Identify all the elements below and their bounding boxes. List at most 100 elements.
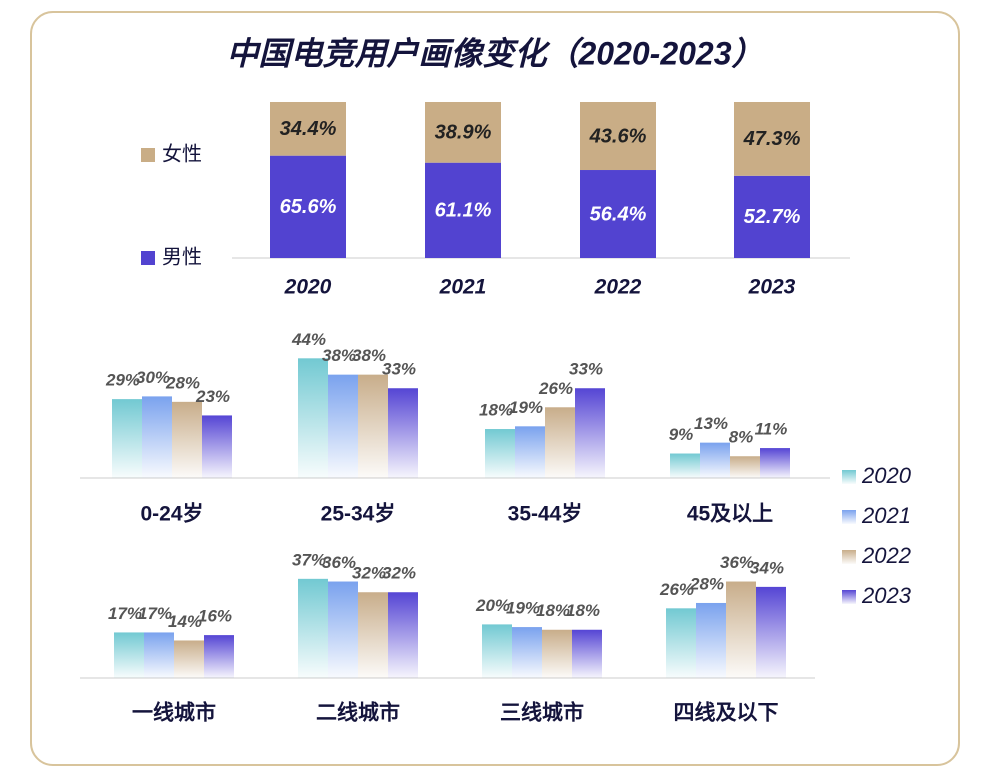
bar	[112, 399, 142, 478]
value-label: 65.6%	[280, 196, 337, 218]
bar	[358, 592, 388, 678]
value-label: 36%	[720, 553, 754, 572]
bar-segment	[425, 162, 501, 258]
bar	[174, 640, 204, 678]
bar-segment	[425, 102, 501, 163]
x-tick-label: 2022	[594, 276, 642, 299]
legend-label: 男性	[162, 245, 202, 268]
bar	[204, 635, 234, 678]
bar	[485, 429, 515, 478]
value-label: 38.9%	[435, 122, 492, 144]
legend-label: 2020	[861, 463, 912, 488]
legend-label: 女性	[162, 142, 202, 165]
x-tick-label: 2023	[748, 276, 796, 299]
value-label: 44%	[291, 330, 326, 349]
x-tick-label: 0-24岁	[140, 502, 203, 526]
legend-swatch	[842, 510, 856, 524]
bar	[482, 624, 512, 678]
bar	[726, 581, 756, 678]
x-tick-label: 2021	[439, 276, 487, 299]
bar	[328, 581, 358, 678]
value-label: 26%	[538, 379, 573, 398]
bar	[700, 442, 730, 478]
bar	[328, 374, 358, 478]
x-tick-label: 25-34岁	[321, 502, 396, 526]
chart-title: 中国电竞用户画像变化（2020-2023）	[226, 35, 763, 71]
x-tick-label: 二线城市	[316, 701, 400, 725]
bar	[144, 632, 174, 678]
bar-segment	[270, 102, 346, 156]
legend-swatch	[842, 550, 856, 564]
value-label: 43.6%	[589, 125, 647, 147]
legend-swatch	[842, 470, 856, 484]
value-label: 34.4%	[280, 118, 337, 140]
value-label: 33%	[569, 360, 603, 379]
bar	[298, 578, 328, 678]
value-label: 18%	[479, 401, 513, 420]
bar	[142, 396, 172, 478]
bar	[388, 388, 418, 478]
bar	[512, 627, 542, 678]
value-label: 26%	[659, 580, 694, 599]
value-label: 32%	[352, 564, 386, 583]
value-label: 14%	[168, 612, 202, 631]
value-label: 17%	[138, 604, 172, 623]
value-label: 28%	[165, 373, 200, 392]
bar	[670, 453, 700, 478]
value-label: 20%	[475, 596, 510, 615]
value-label: 19%	[506, 599, 540, 618]
bar-segment	[580, 102, 656, 171]
bar	[388, 592, 418, 678]
bar-segment	[270, 155, 346, 258]
legend-swatch	[141, 148, 155, 162]
value-label: 33%	[382, 360, 416, 379]
value-label: 18%	[566, 601, 600, 620]
value-label: 38%	[352, 346, 386, 365]
value-label: 36%	[322, 553, 356, 572]
value-label: 47.3%	[743, 128, 801, 150]
value-label: 37%	[292, 550, 326, 569]
bar	[114, 632, 144, 678]
bar	[696, 602, 726, 678]
bar	[202, 415, 232, 478]
bar	[666, 608, 696, 678]
value-label: 56.4%	[590, 203, 647, 225]
bar	[760, 448, 790, 478]
value-label: 38%	[322, 346, 356, 365]
legend-swatch	[842, 590, 856, 604]
bar	[545, 407, 575, 478]
value-label: 8%	[729, 428, 754, 447]
legend-label: 2022	[861, 543, 911, 568]
bar	[575, 388, 605, 478]
legend-label: 2023	[861, 583, 912, 608]
card	[30, 11, 960, 766]
x-tick-label: 35-44岁	[508, 502, 583, 526]
bar	[298, 358, 328, 478]
value-label: 17%	[108, 604, 142, 623]
value-label: 18%	[536, 601, 570, 620]
value-label: 19%	[509, 398, 543, 417]
value-label: 52.7%	[744, 206, 801, 228]
value-label: 16%	[198, 607, 232, 626]
value-label: 29%	[105, 371, 140, 390]
bar	[572, 629, 602, 678]
legend-label: 2021	[861, 503, 911, 528]
value-label: 11%	[755, 420, 788, 439]
value-label: 23%	[195, 387, 230, 406]
value-label: 34%	[750, 558, 784, 577]
bar-segment	[734, 175, 810, 258]
x-tick-label: 45及以上	[687, 503, 773, 526]
x-tick-label: 2020	[284, 276, 332, 299]
value-label: 30%	[136, 368, 170, 387]
value-label: 61.1%	[435, 200, 492, 222]
legend-swatch	[141, 251, 155, 265]
bar	[756, 586, 786, 678]
bar-segment	[580, 170, 656, 258]
value-label: 28%	[689, 574, 724, 593]
x-tick-label: 一线城市	[132, 701, 216, 725]
value-label: 13%	[694, 414, 728, 433]
value-label: 9%	[669, 425, 694, 444]
value-label: 32%	[382, 564, 416, 583]
bar-segment	[734, 102, 810, 176]
